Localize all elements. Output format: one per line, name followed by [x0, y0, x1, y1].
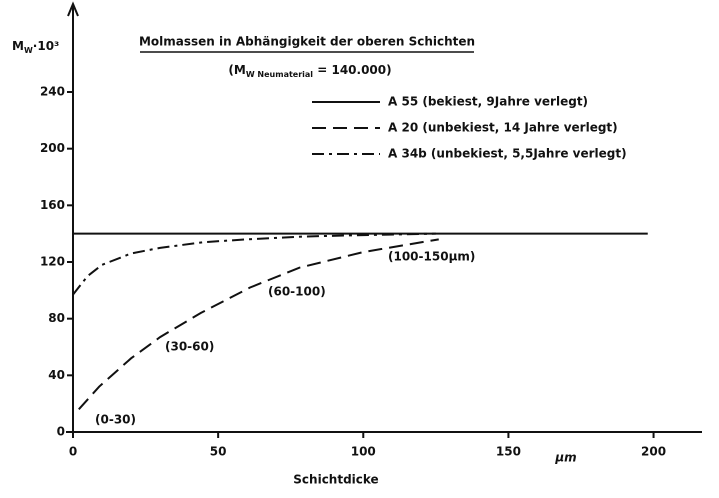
axes	[66, 1, 702, 438]
y-tick-label: 40	[48, 368, 65, 382]
y-tick-label: 120	[40, 255, 65, 269]
subtitle-part: (M	[228, 63, 245, 77]
subtitle-sub: W Neumaterial	[246, 70, 313, 79]
series-line	[78, 238, 439, 411]
annotation: (60-100)	[268, 285, 326, 299]
x-tick-label: 0	[69, 445, 77, 459]
annotation: (30-60)	[165, 340, 214, 354]
y-label-sub: W	[24, 46, 33, 55]
y-label-part: ·10³	[33, 39, 60, 53]
chart-subtitle: (MW Neumaterial = 140.000)	[228, 63, 391, 79]
y-tick-label: 160	[40, 198, 65, 212]
annotation: (100-150µm)	[388, 250, 475, 264]
series-line	[72, 232, 436, 296]
legend-label: A 20 (unbekiest, 14 Jahre verlegt)	[388, 121, 618, 135]
x-tick-label: 100	[351, 445, 376, 459]
subtitle-part: = 140.000)	[313, 63, 392, 77]
y-tick-label: 0	[57, 425, 65, 439]
y-tick-label: 80	[48, 311, 65, 325]
legend-label: A 34b (unbekiest, 5,5Jahre verlegt)	[388, 147, 627, 161]
annotation: (0-30)	[95, 413, 136, 427]
y-tick-label: 200	[40, 141, 65, 155]
y-label-part: M	[12, 39, 24, 53]
legend-label: A 55 (bekiest, 9Jahre verlegt)	[388, 95, 588, 109]
x-axis-label: Schichtdicke	[293, 473, 378, 487]
y-axis-label: MW·10³	[12, 39, 59, 55]
x-unit-label: µm	[554, 451, 576, 465]
x-tick-label: 200	[641, 445, 666, 459]
x-tick-label: 150	[496, 445, 521, 459]
chart-title: Molmassen in Abhängigkeit der oberen Sch…	[139, 35, 475, 49]
y-tick-label: 240	[40, 85, 65, 99]
x-tick-label: 50	[210, 445, 227, 459]
